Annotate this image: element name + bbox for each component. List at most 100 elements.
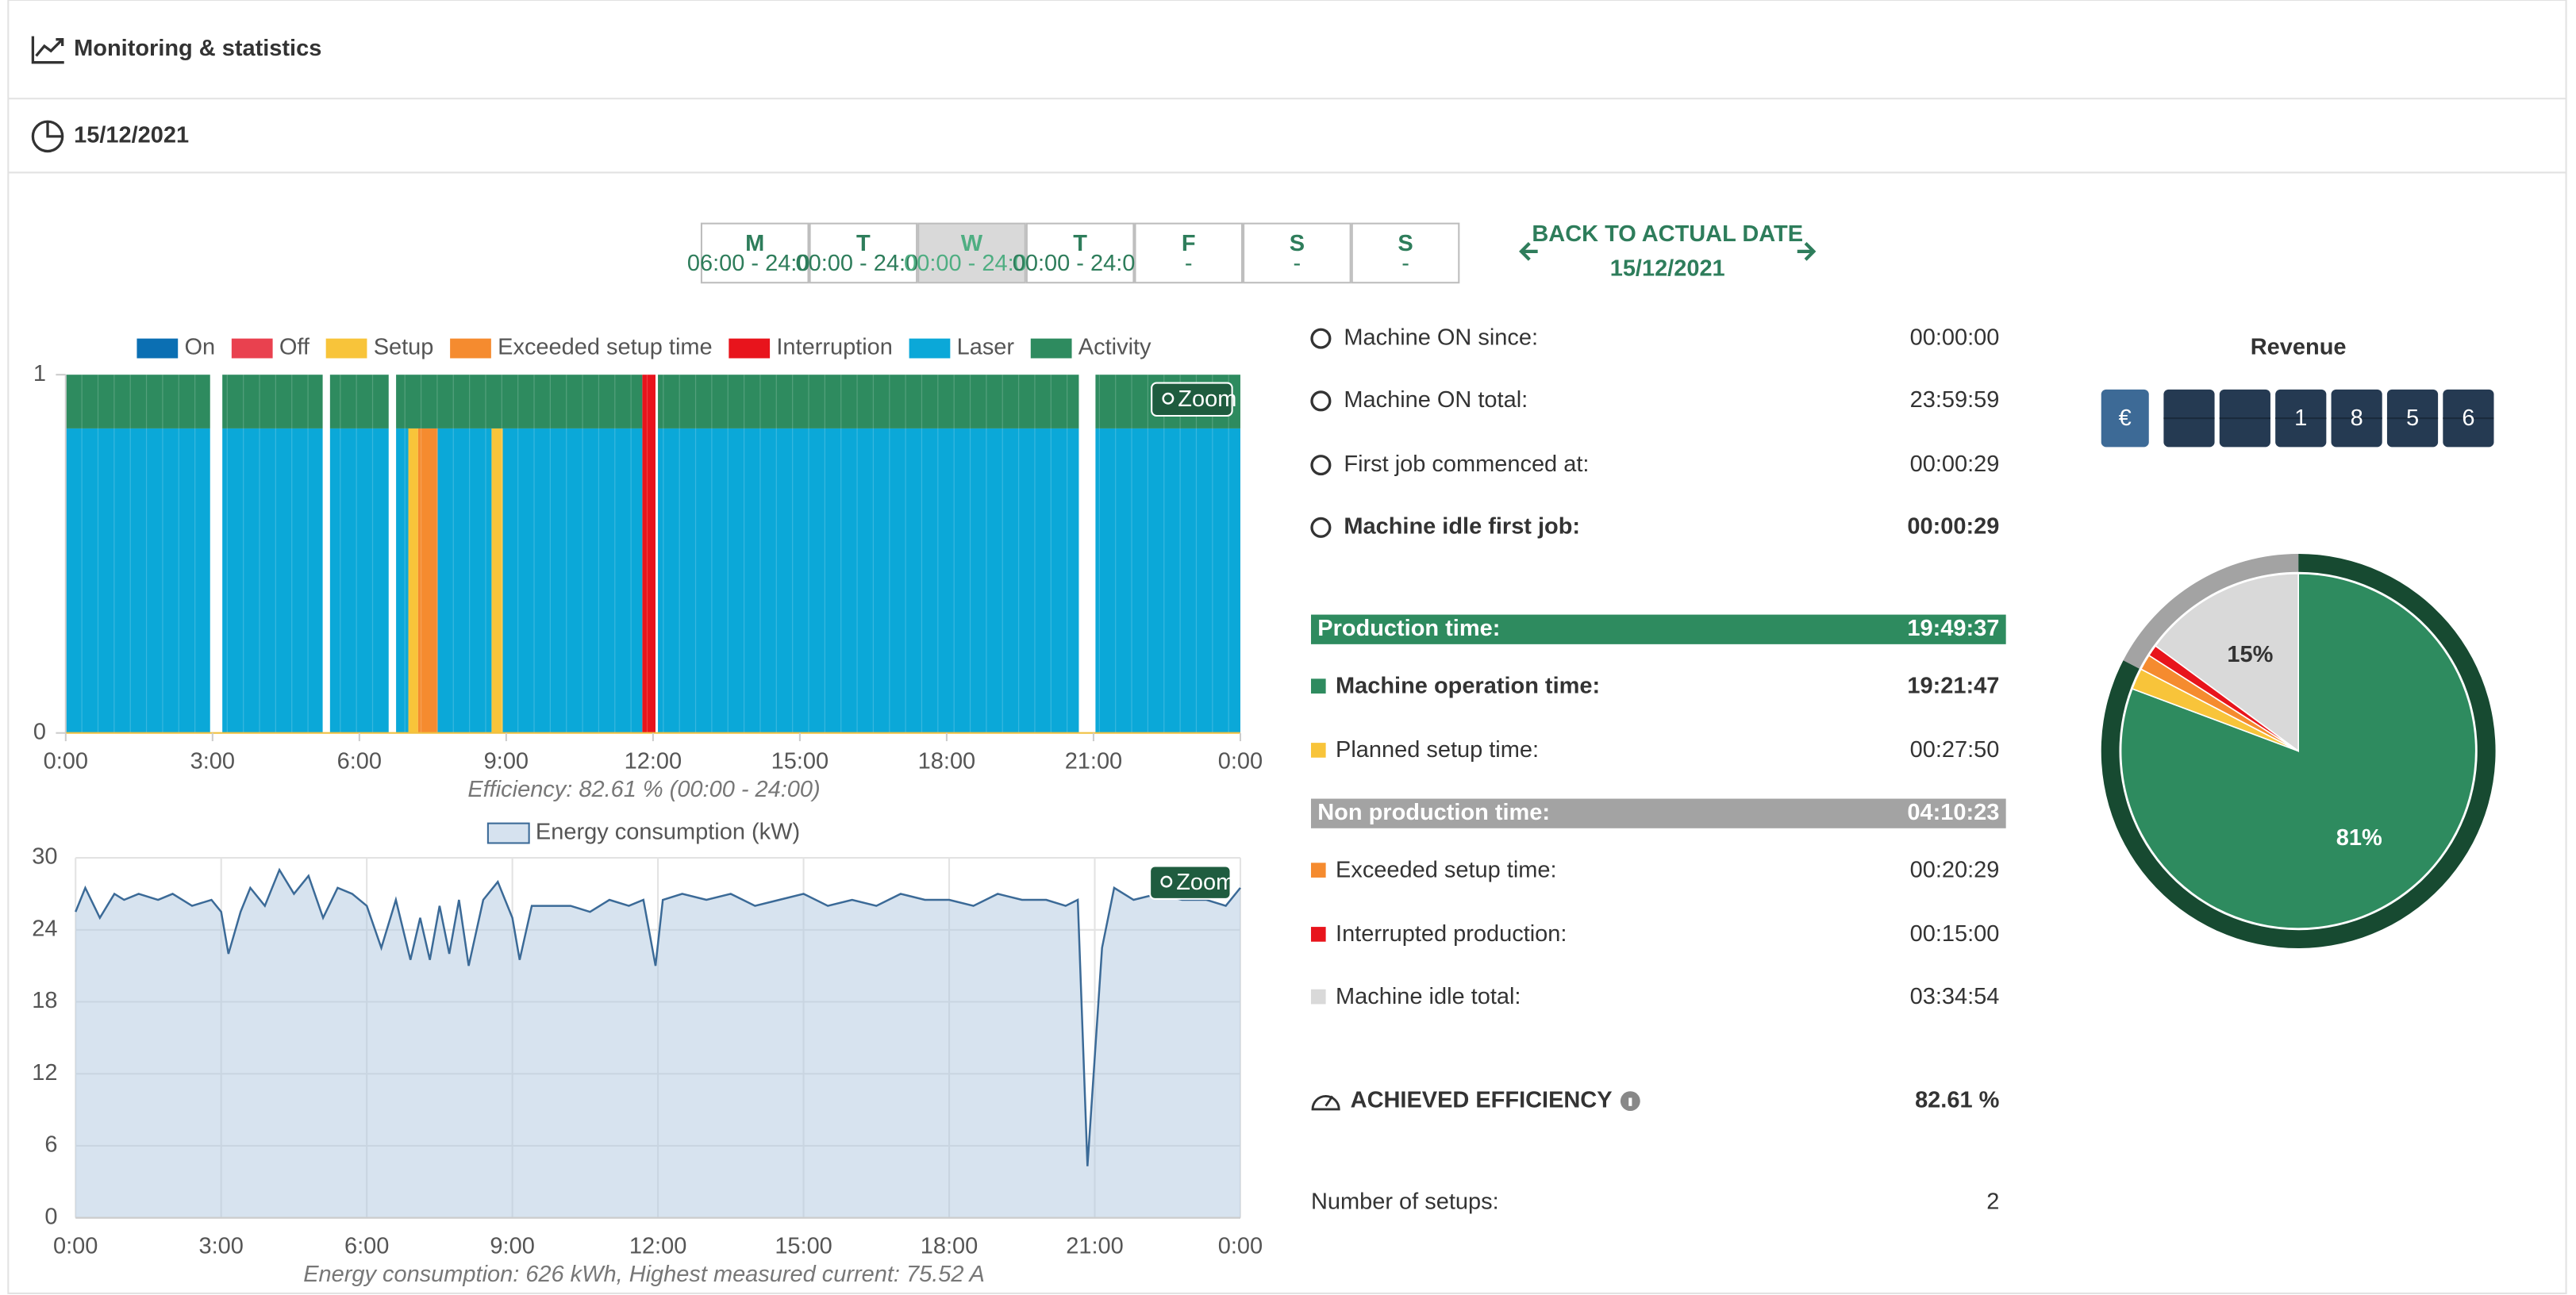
day-letter[interactable]: T	[1073, 231, 1087, 256]
stat-value: 82.61 %	[1915, 1087, 1999, 1112]
back-date[interactable]: 15/12/2021	[1610, 256, 1725, 281]
row-icon	[1310, 517, 1332, 538]
info-icon[interactable]	[1628, 1097, 1632, 1106]
stat-label: Machine idle total:	[1336, 984, 1521, 1009]
day-button[interactable]	[917, 222, 1026, 284]
stat-value: 03:34:54	[1910, 984, 2000, 1009]
day-letter[interactable]: W	[961, 231, 983, 256]
state-bar	[658, 375, 1079, 428]
stat-label: Machine idle first job:	[1344, 513, 1580, 539]
x-tick-label: 15:00	[771, 749, 829, 774]
legend-swatch	[1310, 927, 1326, 942]
y-tick-label: 12	[32, 1060, 57, 1086]
day-hours[interactable]: 00:00 - 24:00	[796, 251, 932, 276]
stat-label: Production time:	[1317, 616, 1500, 641]
zoom-icon[interactable]	[1162, 392, 1175, 405]
day-hours[interactable]: -	[1401, 251, 1409, 276]
zoom-icon[interactable]	[1160, 875, 1173, 888]
legend-swatch	[729, 338, 771, 359]
x-tick-label: 12:00	[629, 1234, 686, 1259]
day-button[interactable]	[1243, 222, 1351, 284]
day-letter[interactable]: S	[1290, 231, 1305, 256]
zoom-button[interactable]	[1151, 382, 1233, 417]
date-title: 15/12/2021	[74, 123, 189, 148]
state-bar	[417, 428, 438, 733]
x-tick-label: 9:00	[484, 749, 529, 774]
day-button[interactable]	[1134, 222, 1244, 284]
x-tick-label: 0:00	[1218, 749, 1263, 774]
zoom-label[interactable]: Zoom	[1178, 386, 1236, 412]
pie-icon	[46, 121, 63, 138]
zoom-button[interactable]	[1149, 865, 1232, 900]
slice-label: 81%	[2336, 825, 2382, 851]
stat-value: 00:00:00	[1910, 325, 2000, 350]
state-bar	[329, 375, 389, 428]
stat-value: 00:20:29	[1910, 857, 2000, 882]
x-tick-label: 9:00	[490, 1234, 534, 1259]
legend-swatch	[325, 338, 367, 359]
day-button[interactable]	[700, 222, 809, 284]
day-letter[interactable]: T	[856, 231, 871, 256]
day-button[interactable]	[809, 222, 918, 284]
legend-swatch	[1310, 743, 1326, 758]
stat-value: 00:00:29	[1907, 513, 1999, 539]
zoom-label[interactable]: Zoom	[1176, 870, 1235, 895]
day-hours[interactable]: -	[1185, 251, 1193, 276]
stat-label: Machine ON total:	[1344, 387, 1528, 413]
day-button[interactable]	[1351, 222, 1460, 284]
state-bar	[491, 428, 503, 733]
state-bar	[658, 428, 1079, 733]
day-button[interactable]	[1025, 222, 1135, 284]
y-tick-label: 24	[32, 916, 57, 941]
next-arrow[interactable]	[1797, 242, 1817, 261]
x-tick-label: 0:00	[1218, 1234, 1263, 1259]
legend-swatch	[1030, 338, 1072, 359]
legend-swatch	[1310, 989, 1326, 1005]
day-letter[interactable]: M	[745, 231, 764, 256]
day-hours[interactable]: 00:00 - 24:00	[904, 251, 1040, 276]
day-hours[interactable]: 00:00 - 24:00	[1013, 251, 1148, 276]
revenue-title: Revenue	[2251, 335, 2347, 360]
currency-tile	[2101, 389, 2149, 448]
state-bar	[437, 428, 492, 733]
day-hours[interactable]: 06:00 - 24:00	[687, 251, 823, 276]
stat-label: Planned setup time:	[1336, 737, 1539, 763]
legend-label: Laser	[957, 335, 1015, 360]
legend-label: Activity	[1078, 335, 1152, 360]
stat-value: 2	[1986, 1189, 1999, 1215]
legend-swatch	[1310, 863, 1326, 878]
state-bar	[502, 428, 643, 733]
prev-arrow[interactable]	[1519, 242, 1538, 261]
day-letter[interactable]: S	[1398, 231, 1413, 256]
legend-label: Interruption	[776, 335, 893, 360]
stat-label: Machine ON since:	[1344, 325, 1538, 350]
state-bar	[65, 428, 210, 733]
ring-segment	[2123, 553, 2299, 669]
state-bar	[642, 375, 656, 733]
legend-label: Energy consumption (kW)	[536, 820, 800, 845]
stat-value: 23:59:59	[1910, 387, 2000, 413]
line	[75, 867, 1241, 1166]
x-tick-label: 3:00	[190, 749, 235, 774]
stat-label: First job commenced at:	[1344, 452, 1589, 477]
x-tick-label: 21:00	[1066, 1234, 1123, 1259]
legend-swatch	[486, 822, 530, 844]
stat-label: Number of setups:	[1311, 1189, 1499, 1215]
x-tick-label: 6:00	[344, 1234, 389, 1259]
day-letter[interactable]: F	[1182, 231, 1196, 256]
back-button[interactable]: BACK TO ACTUAL DATE	[1532, 221, 1803, 247]
state-bar	[65, 375, 210, 428]
stat-value: 00:15:00	[1910, 921, 2000, 947]
stat-label: Interrupted production:	[1336, 921, 1567, 947]
legend-label: Setup	[374, 335, 434, 360]
section-band	[1310, 614, 2006, 644]
day-hours[interactable]: -	[1294, 251, 1301, 276]
state-bar	[222, 428, 323, 733]
legend-label: On	[184, 335, 215, 360]
state-bar	[1095, 428, 1240, 733]
legend-label: Off	[279, 335, 310, 360]
digit: 6	[2462, 405, 2474, 431]
state-bar	[408, 428, 418, 733]
x-tick-label: 21:00	[1065, 749, 1122, 774]
